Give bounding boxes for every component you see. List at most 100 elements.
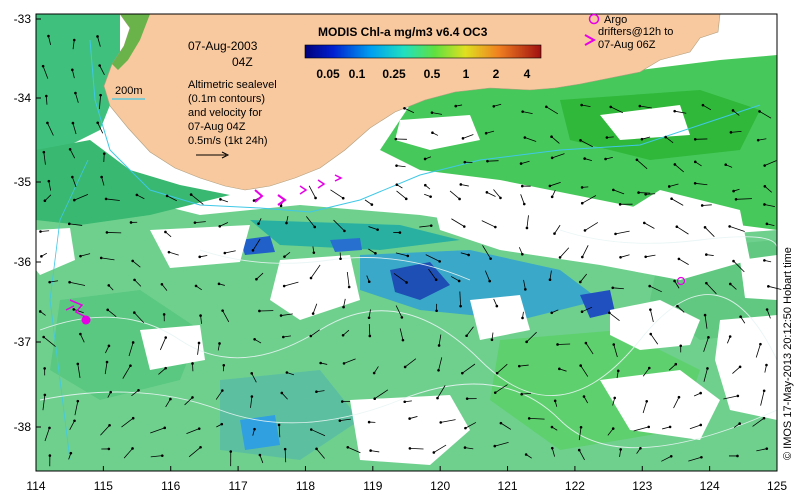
velocity-origin — [490, 338, 494, 342]
velocity-vector — [77, 363, 81, 378]
velocity-origin — [484, 131, 488, 135]
velocity-vector — [486, 191, 496, 197]
velocity-origin — [699, 391, 702, 395]
velocity-origin — [41, 64, 45, 68]
x-tick-label: 119 — [363, 479, 382, 493]
velocity-vector — [333, 219, 345, 232]
velocity-vector — [732, 110, 740, 116]
velocity-origin — [670, 197, 673, 201]
velocity-vector — [581, 245, 589, 258]
velocity-origin — [251, 249, 255, 252]
velocity-origin — [649, 308, 652, 311]
x-tick-label: 121 — [498, 479, 518, 493]
velocity-origin — [693, 181, 697, 185]
velocity-vector — [674, 280, 680, 289]
velocity-vector — [766, 309, 771, 319]
velocity-vector — [615, 230, 630, 235]
velocity-origin — [193, 221, 197, 224]
velocity-origin — [767, 285, 770, 288]
velocity-vector — [438, 357, 443, 371]
colorbar-tick-label: 2 — [493, 67, 500, 81]
velocity-origin — [464, 426, 467, 430]
velocity-vector — [364, 199, 373, 205]
velocity-vector — [347, 446, 361, 454]
velocity-origin — [96, 121, 99, 125]
velocity-origin — [583, 157, 586, 160]
velocity-origin — [395, 183, 399, 187]
velocity-origin — [765, 222, 769, 226]
velocity-origin — [67, 222, 71, 226]
velocity-vector — [425, 254, 440, 262]
velocity-origin — [137, 388, 140, 392]
velocity-vector — [704, 315, 708, 329]
velocity-origin — [521, 316, 524, 320]
velocity-origin — [342, 305, 345, 309]
velocity-vector — [764, 186, 772, 193]
velocity-vector — [584, 222, 599, 231]
velocity-origin — [558, 367, 561, 371]
velocity-origin — [395, 164, 398, 167]
velocity-vector — [101, 176, 105, 186]
velocity-vector — [677, 305, 685, 313]
velocity-origin — [222, 363, 226, 367]
velocity-origin — [580, 201, 584, 205]
velocity-origin — [160, 454, 164, 457]
velocity-origin — [758, 110, 761, 113]
velocity-origin — [647, 425, 651, 429]
velocity-vector — [702, 104, 712, 111]
velocity-origin — [220, 422, 224, 426]
velocity-vector — [310, 264, 321, 279]
velocity-vectors — [38, 34, 782, 467]
argo-legend-icon — [588, 13, 600, 25]
velocity-origin — [642, 221, 646, 225]
velocity-origin — [763, 164, 766, 167]
velocity-origin — [408, 447, 412, 450]
velocity-origin — [731, 109, 735, 112]
velocity-origin — [736, 454, 739, 458]
sealevel-note-line: 07-Aug 04Z — [188, 121, 246, 133]
velocity-vector — [612, 287, 624, 290]
velocity-vector — [768, 285, 782, 290]
velocity-origin — [550, 195, 554, 199]
velocity-vector — [161, 284, 168, 291]
velocity-vector — [642, 401, 648, 414]
velocity-origin — [102, 152, 106, 155]
velocity-origin — [639, 446, 642, 450]
velocity-vector — [73, 309, 84, 314]
velocity-origin — [673, 279, 676, 283]
velocity-vector — [49, 280, 59, 283]
velocity-vector — [551, 448, 555, 457]
velocity-origin — [463, 160, 467, 164]
velocity-vector — [521, 392, 531, 395]
velocity-vector — [529, 417, 545, 420]
x-tick-label: 115 — [94, 479, 113, 493]
velocity-vector — [72, 122, 77, 135]
velocity-origin — [521, 110, 524, 113]
velocity-vector — [688, 456, 702, 462]
velocity-vector — [45, 95, 48, 105]
velocity-origin — [162, 313, 166, 316]
argo-float-position — [676, 276, 686, 286]
velocity-origin — [462, 225, 466, 228]
velocity-origin — [197, 427, 201, 430]
velocity-origin — [280, 391, 284, 395]
velocity-origin — [493, 444, 497, 448]
velocity-origin — [550, 135, 553, 139]
velocity-origin — [394, 137, 398, 141]
velocity-vector — [97, 122, 104, 134]
velocity-origin — [439, 421, 443, 424]
velocity-vector — [310, 329, 320, 337]
velocity-origin — [550, 311, 554, 315]
velocity-origin — [677, 257, 681, 261]
velocity-vector — [440, 419, 456, 423]
velocity-origin — [763, 259, 766, 262]
velocity-origin — [96, 35, 99, 38]
y-axis: -33 -34 -35 -36 -37 -38 — [14, 12, 41, 434]
velocity-vector — [134, 312, 145, 323]
colorbar-ticks: 0.05 0.1 0.25 0.5 1 2 4 — [316, 67, 530, 81]
velocity-origin — [612, 188, 615, 192]
velocity-origin — [424, 183, 427, 187]
velocity-origin — [762, 389, 766, 393]
velocity-vector — [251, 373, 257, 383]
map-hour: 04Z — [232, 55, 253, 69]
